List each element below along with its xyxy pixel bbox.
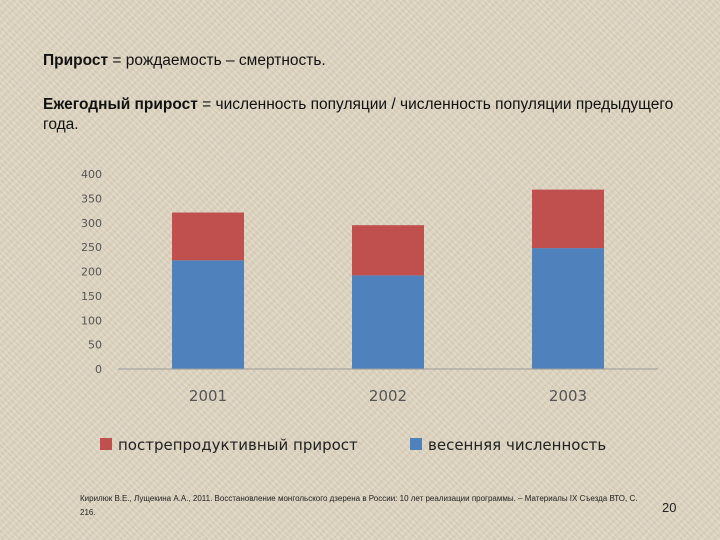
definition-annual-increase: Ежегодный прирост = численность популяци…: [43, 95, 683, 135]
x-category-label: 2002: [369, 387, 407, 405]
legend-label: весенняя численность: [428, 436, 606, 454]
term-annual-increase: Ежегодный прирост: [43, 96, 198, 113]
legend-swatch: [100, 438, 112, 450]
y-tick-label: 300: [81, 217, 102, 230]
definition-increase: Прирост = рождаемость – смертность.: [43, 52, 326, 70]
legend-swatch: [410, 438, 422, 450]
bar-segment: [532, 248, 604, 369]
x-category-label: 2001: [189, 387, 227, 405]
term-increase: Прирост: [43, 52, 109, 69]
bar-segment: [172, 260, 244, 369]
bar-segment: [352, 225, 424, 276]
y-tick-label: 400: [81, 168, 102, 181]
legend-label: пострепродуктивный прирост: [118, 436, 358, 454]
x-category-label: 2003: [549, 387, 587, 405]
y-tick-label: 0: [95, 363, 102, 376]
bar-segment: [172, 212, 244, 261]
y-tick-label: 250: [81, 241, 102, 254]
y-tick-label: 100: [81, 314, 102, 327]
y-tick-label: 200: [81, 266, 102, 279]
bar-segment: [532, 189, 604, 249]
y-tick-label: 350: [81, 192, 102, 205]
bar-segment: [352, 275, 424, 369]
definition-increase-text: = рождаемость – смертность.: [108, 52, 326, 69]
y-tick-label: 150: [81, 290, 102, 303]
definition-annual-increase-text: = численность популяции / численность по…: [43, 96, 674, 133]
citation: Кирилюк В.Е., Лущекина А.А., 2011. Восст…: [80, 494, 638, 517]
y-tick-label: 50: [88, 339, 102, 352]
page-number: 20: [662, 500, 677, 515]
